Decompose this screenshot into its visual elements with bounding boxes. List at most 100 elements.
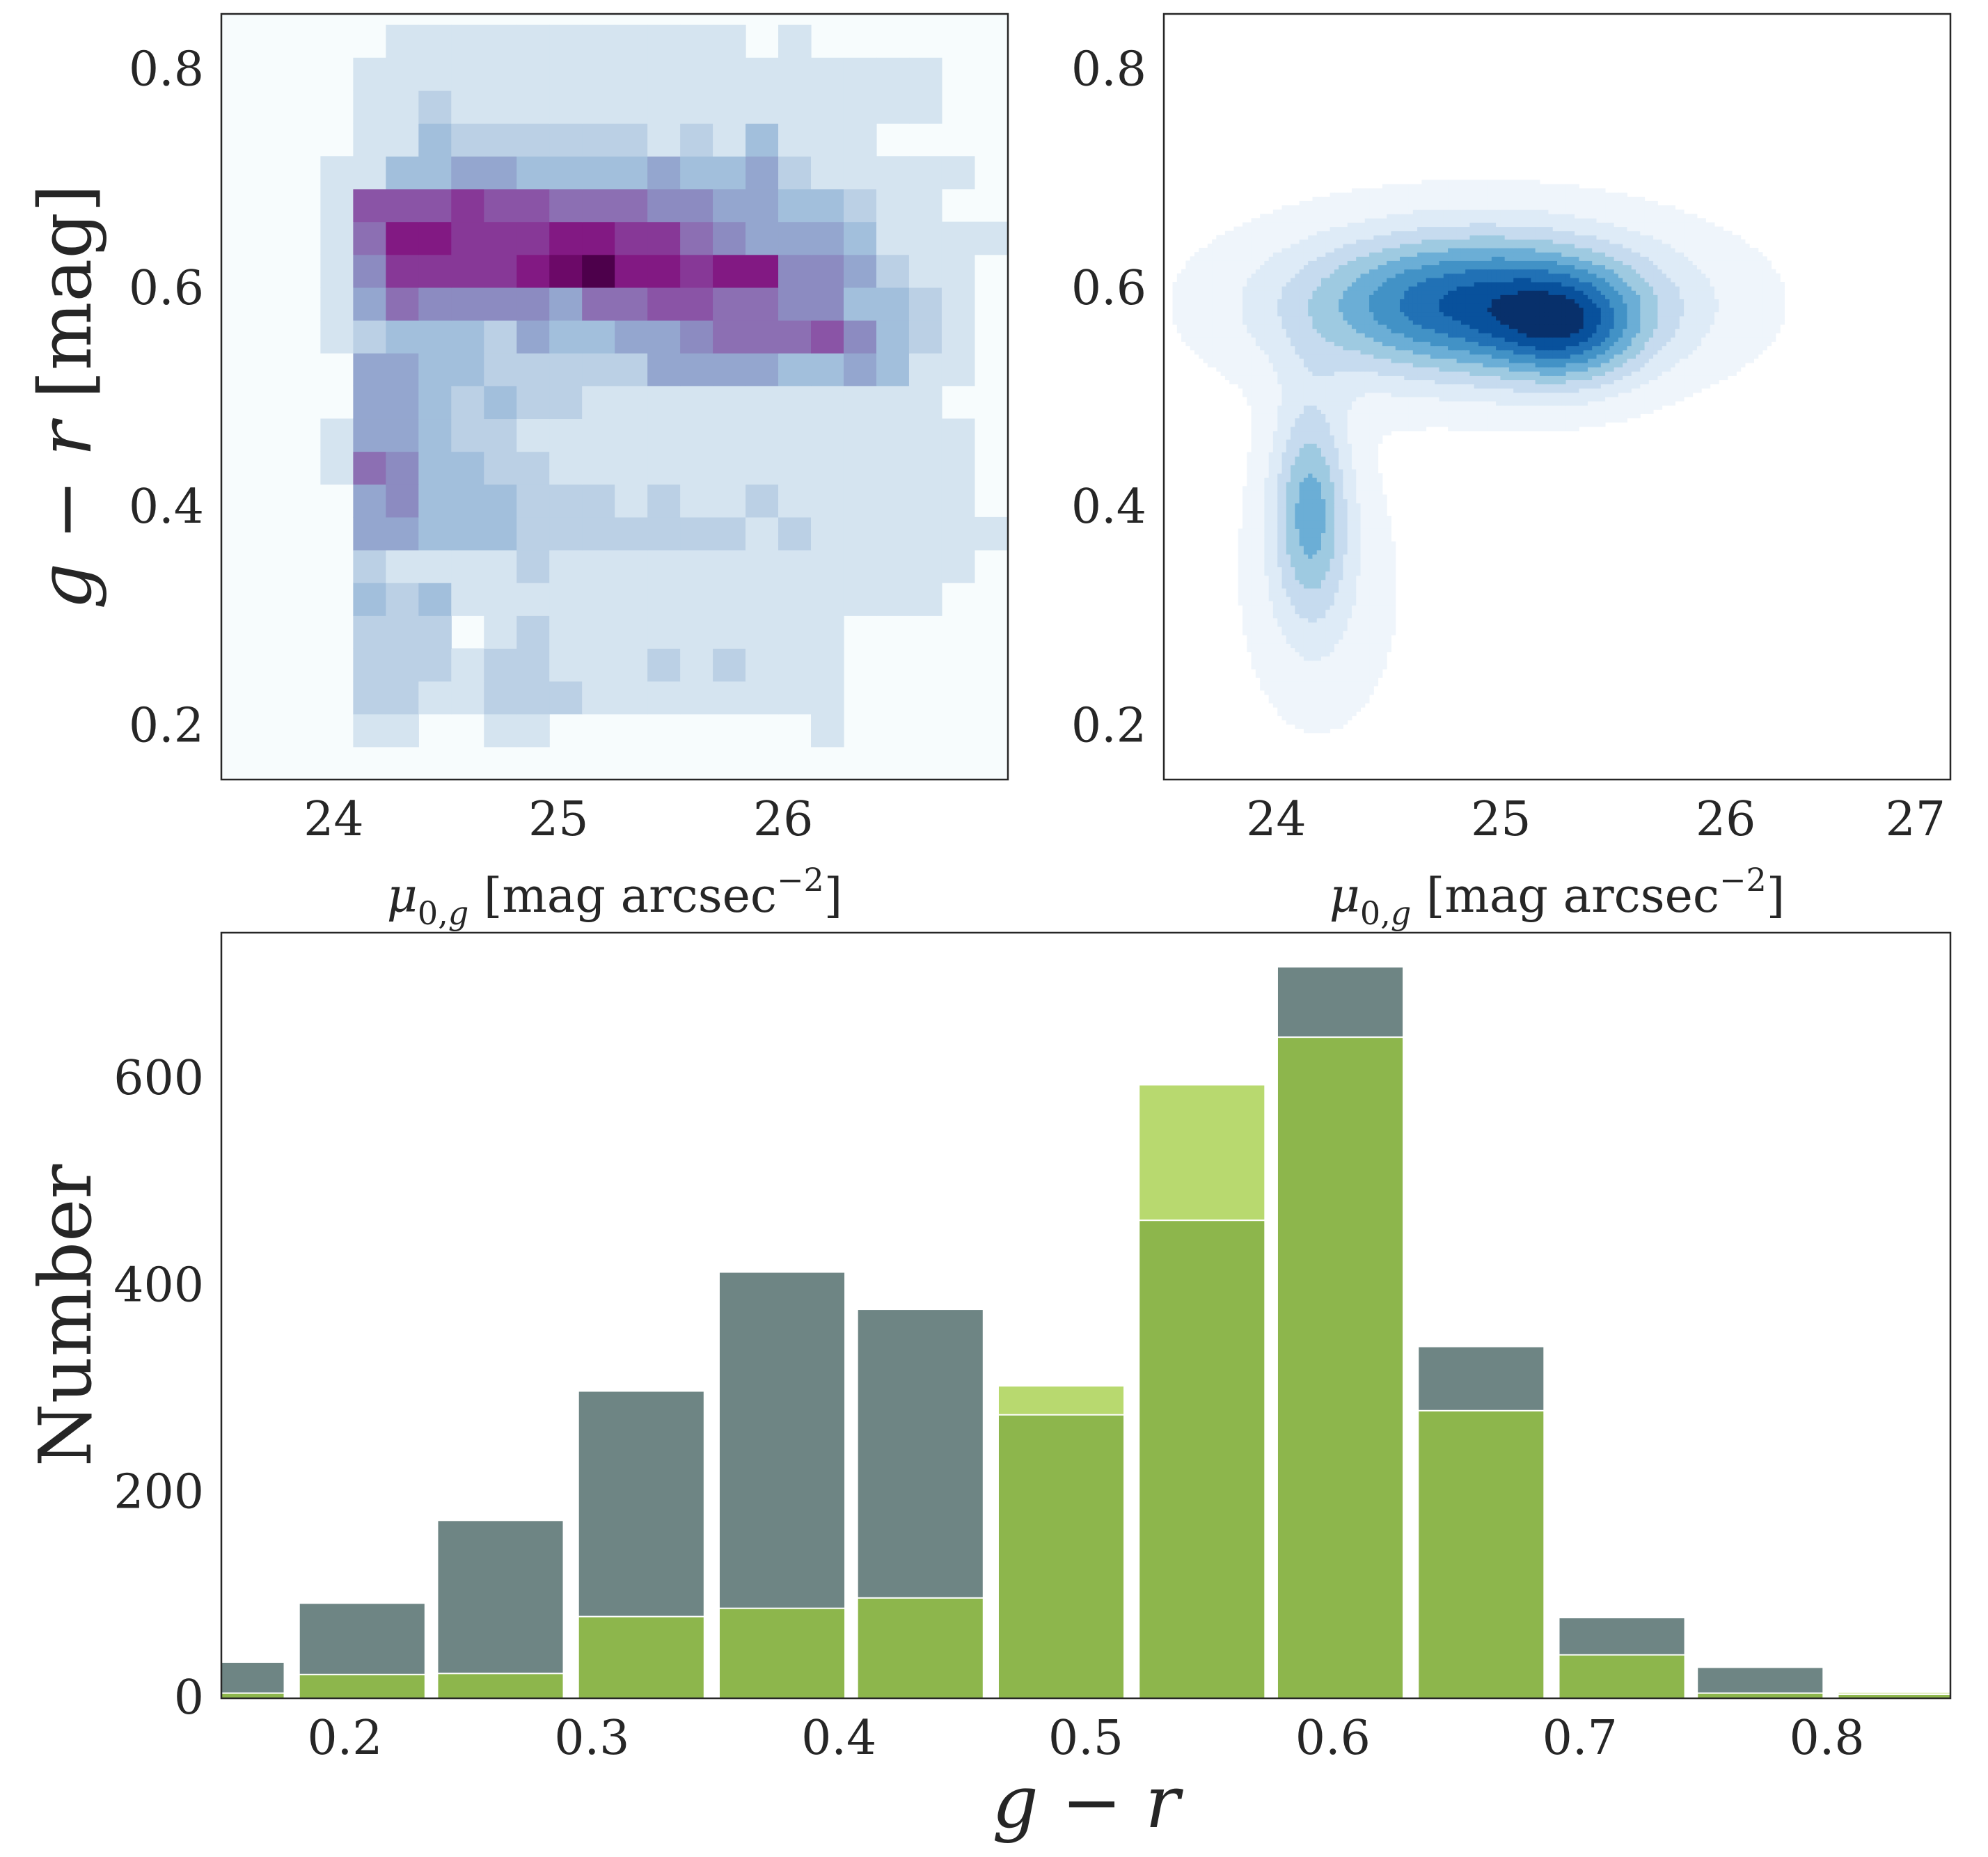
contour-level-cell bbox=[1281, 345, 1287, 351]
contour-level-cell bbox=[1575, 405, 1579, 410]
contour-level-cell bbox=[1295, 545, 1300, 551]
contour-level-cell bbox=[1351, 583, 1357, 589]
contour-level-cell bbox=[1339, 703, 1343, 708]
contour-level-cell bbox=[1456, 341, 1462, 347]
contour-level-cell bbox=[1356, 409, 1361, 414]
contour-level-cell bbox=[1356, 579, 1361, 585]
contour-level-cell bbox=[1330, 418, 1335, 423]
contour-level-cell bbox=[1260, 413, 1265, 419]
heatmap-cell bbox=[680, 516, 713, 551]
contour-level-cell bbox=[1762, 345, 1767, 351]
contour-level-cell bbox=[1535, 354, 1540, 359]
contour-level-cell bbox=[1714, 358, 1719, 363]
heatmap-cell bbox=[320, 451, 354, 485]
contour-level-cell bbox=[1272, 609, 1278, 615]
contour-level-cell bbox=[1439, 422, 1444, 427]
contour-level-cell bbox=[1369, 354, 1374, 359]
contour-level-cell bbox=[1303, 456, 1309, 461]
contour-level-cell bbox=[1272, 482, 1278, 487]
contour-level-cell bbox=[1609, 384, 1615, 389]
contour-level-cell bbox=[1247, 349, 1252, 355]
contour-level-cell bbox=[1268, 384, 1274, 389]
contour-level-cell bbox=[1212, 363, 1217, 368]
contour-level-cell bbox=[1561, 358, 1567, 363]
contour-level-cell bbox=[1334, 617, 1339, 623]
contour-level-cell bbox=[1460, 349, 1466, 355]
contour-level-cell bbox=[1330, 550, 1335, 555]
contour-level-cell bbox=[1308, 609, 1313, 615]
contour-level-cell bbox=[1522, 379, 1527, 385]
contour-level-cell bbox=[1671, 341, 1675, 347]
contour-level-cell bbox=[1312, 643, 1318, 649]
heatmap-cell bbox=[418, 57, 452, 91]
contour-level-cell bbox=[1356, 413, 1361, 419]
contour-level-cell bbox=[1277, 477, 1282, 482]
contour-level-cell bbox=[1343, 482, 1348, 487]
contour-level-cell bbox=[1325, 550, 1331, 555]
contour-level-cell bbox=[1378, 397, 1383, 402]
heatmap-cell bbox=[451, 451, 484, 485]
contour-level-cell bbox=[1483, 413, 1488, 419]
contour-level-cell bbox=[1325, 503, 1331, 508]
heatmap-cell bbox=[353, 221, 386, 255]
contour-level-cell bbox=[1351, 426, 1357, 432]
heatmap-cell bbox=[680, 418, 713, 452]
contour-level-cell bbox=[1277, 665, 1282, 670]
contour-level-cell bbox=[1435, 409, 1439, 414]
contour-level-cell bbox=[1487, 358, 1492, 363]
contour-level-cell bbox=[1268, 669, 1274, 674]
contour-level-cell bbox=[1325, 609, 1331, 615]
contour-level-cell bbox=[1618, 367, 1623, 372]
contour-level-cell bbox=[1272, 337, 1278, 342]
contour-level-cell bbox=[1251, 439, 1256, 444]
contour-level-cell bbox=[1339, 550, 1343, 555]
contour-level-cell bbox=[1395, 349, 1401, 355]
contour-level-cell bbox=[1360, 571, 1366, 576]
contour-level-cell bbox=[1299, 532, 1304, 538]
contour-level-cell bbox=[1316, 468, 1322, 474]
heatmap-cell bbox=[484, 418, 517, 452]
contour-level-cell bbox=[1233, 341, 1239, 347]
contour-level-cell bbox=[1264, 686, 1270, 691]
contour-level-cell bbox=[1325, 583, 1331, 589]
contour-level-cell bbox=[1291, 452, 1295, 457]
contour-level-cell bbox=[1456, 371, 1462, 376]
contour-level-cell bbox=[1295, 524, 1300, 529]
contour-level-cell bbox=[1339, 626, 1343, 631]
contour-level-cell bbox=[1364, 613, 1370, 619]
contour-level-cell bbox=[1378, 545, 1383, 551]
contour-level-cell bbox=[1316, 435, 1322, 440]
contour-level-cell bbox=[1299, 405, 1304, 410]
contour-level-cell bbox=[1662, 375, 1667, 381]
contour-level-cell bbox=[1251, 379, 1256, 385]
contour-level-cell bbox=[1295, 392, 1300, 397]
contour-level-cell bbox=[1684, 341, 1689, 347]
contour-level-cell bbox=[1295, 358, 1300, 363]
contour-level-cell bbox=[1378, 609, 1383, 615]
contour-level-cell bbox=[1255, 605, 1261, 610]
contour-level-cell bbox=[1316, 379, 1322, 385]
contour-level-cell bbox=[1272, 498, 1278, 504]
contour-level-cell bbox=[1360, 494, 1366, 500]
contour-level-cell bbox=[1343, 681, 1348, 687]
contour-level-cell bbox=[1264, 512, 1270, 516]
contour-level-cell bbox=[1299, 541, 1304, 546]
contour-level-cell bbox=[1539, 354, 1545, 359]
contour-level-cell bbox=[1565, 341, 1571, 347]
panel-heatmap: 24 25 260.20.40.60.8 g − r [mag] μ0,g [mag… bbox=[23, 13, 1009, 932]
heatmap-cell bbox=[680, 189, 713, 223]
contour-level-cell bbox=[1387, 524, 1391, 529]
contour-level-cell bbox=[1609, 367, 1615, 372]
contour-level-cell bbox=[1692, 388, 1698, 393]
contour-level-cell bbox=[1286, 554, 1291, 559]
contour-level-cell bbox=[1339, 643, 1343, 649]
contour-level-cell bbox=[1356, 609, 1361, 615]
contour-level-cell bbox=[1373, 617, 1379, 623]
contour-level-cell bbox=[1692, 358, 1698, 363]
heatmap-cell bbox=[353, 57, 386, 91]
contour-level-cell bbox=[1587, 422, 1593, 427]
contour-level-cell bbox=[1548, 405, 1554, 410]
contour-level-cell bbox=[1330, 443, 1335, 448]
contour-level-cell bbox=[1351, 477, 1357, 482]
contour-level-cell bbox=[1330, 716, 1335, 720]
